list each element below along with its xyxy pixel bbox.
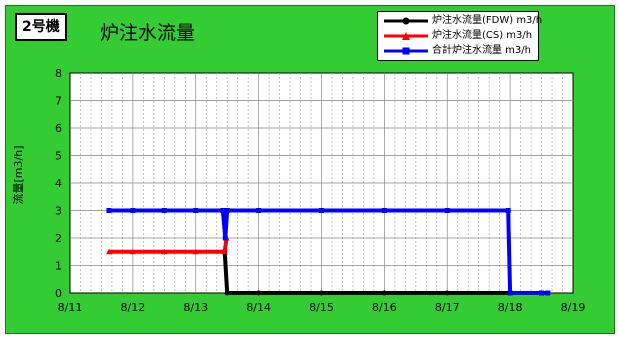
series-point-2 bbox=[106, 208, 112, 213]
series-point-2 bbox=[545, 290, 551, 296]
y-tick-label: 5 bbox=[55, 150, 62, 163]
series-point-1 bbox=[105, 248, 112, 255]
chart-title: 炉注水流量 bbox=[100, 22, 196, 44]
legend-item-fdw: 炉注水流量(FDW) m3/h bbox=[382, 14, 542, 28]
series-point-1 bbox=[161, 248, 168, 255]
series-point-0 bbox=[444, 290, 450, 296]
series-point-0 bbox=[319, 290, 324, 296]
unit-badge: 2号機 bbox=[15, 13, 67, 41]
series-point-2 bbox=[224, 208, 230, 213]
legend-line-black-circle-icon bbox=[384, 17, 428, 25]
x-tick-label: 8/12 bbox=[121, 301, 146, 314]
legend-label-total: 合計炉注水流量 m3/h bbox=[432, 45, 531, 56]
legend-item-cs: 炉注水流量(CS) m3/h bbox=[382, 29, 538, 43]
series-point-1 bbox=[221, 248, 228, 255]
y-tick-label: 2 bbox=[55, 232, 62, 245]
y-tick-label: 0 bbox=[55, 287, 62, 300]
legend-label-fdw: 炉注水流量(FDW) m3/h bbox=[432, 15, 543, 26]
series-point-2 bbox=[193, 208, 199, 213]
legend-label-cs: 炉注水流量(CS) m3/h bbox=[432, 30, 533, 41]
legend-line-red-triangle-icon bbox=[384, 32, 428, 40]
x-tick-label: 8/17 bbox=[435, 301, 460, 314]
x-tick-label: 8/18 bbox=[498, 301, 523, 314]
series-point-2 bbox=[220, 208, 226, 213]
series-point-2 bbox=[381, 208, 387, 213]
series-point-2 bbox=[130, 208, 136, 213]
y-tick-label: 7 bbox=[55, 95, 62, 108]
series-point-2 bbox=[539, 290, 545, 296]
series-point-2 bbox=[507, 290, 513, 296]
series-point-0 bbox=[381, 290, 387, 296]
y-tick-label: 3 bbox=[55, 205, 62, 218]
x-tick-label: 8/19 bbox=[561, 301, 586, 314]
series-point-0 bbox=[224, 290, 230, 296]
y-tick-label: 6 bbox=[55, 122, 62, 135]
series-point-1 bbox=[192, 248, 199, 255]
x-tick-label: 8/13 bbox=[183, 301, 208, 314]
series-point-2 bbox=[319, 208, 324, 213]
series-point-2 bbox=[256, 208, 262, 213]
x-tick-label: 8/14 bbox=[246, 301, 271, 314]
x-tick-label: 8/11 bbox=[58, 301, 83, 314]
series-point-2 bbox=[505, 208, 511, 213]
x-tick-label: 8/15 bbox=[309, 301, 334, 314]
series-point-0 bbox=[256, 290, 262, 296]
y-tick-label: 8 bbox=[55, 67, 62, 80]
series-point-2 bbox=[222, 235, 228, 241]
series-point-1 bbox=[129, 248, 136, 255]
legend-item-total: 合計炉注水流量 m3/h bbox=[382, 44, 538, 58]
series-line-0 bbox=[222, 251, 548, 295]
legend-line-blue-square-icon bbox=[384, 47, 428, 55]
series-point-2 bbox=[161, 208, 167, 213]
y-tick-label: 4 bbox=[55, 177, 62, 190]
x-tick-label: 8/16 bbox=[372, 301, 397, 314]
series-point-2 bbox=[444, 208, 450, 213]
y-tick-label: 1 bbox=[55, 260, 62, 273]
chart-legend: 炉注水流量(FDW) m3/h 炉注水流量(CS) m3/h 合計炉注水流量 m… bbox=[377, 11, 542, 61]
